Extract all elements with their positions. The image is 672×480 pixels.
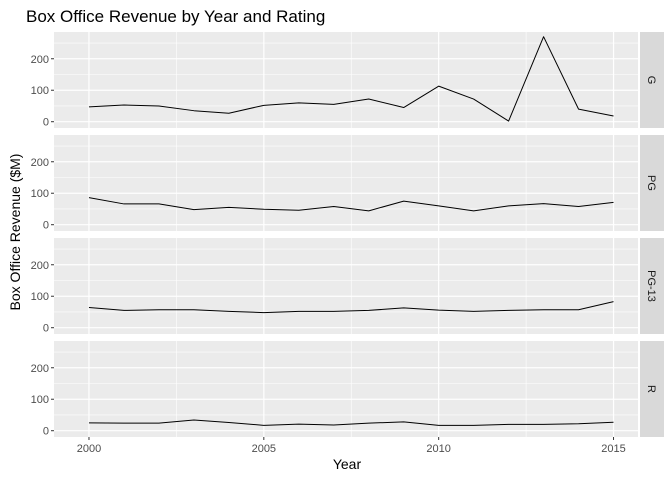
x-axis-title: Year <box>333 456 362 472</box>
x-tick-label: 2000 <box>77 443 101 455</box>
y-axis-title: Box Office Revenue ($M) <box>7 154 23 311</box>
panel-background <box>54 32 638 128</box>
y-tick-label: 100 <box>31 291 49 303</box>
y-tick-label: 200 <box>31 54 49 66</box>
panel-background <box>54 341 638 437</box>
y-tick-label: 0 <box>43 426 49 438</box>
x-tick-label: 2005 <box>252 443 276 455</box>
series-line-r <box>88 419 614 426</box>
series-line-g <box>88 36 614 122</box>
panel-background <box>54 238 638 334</box>
facet-panel-pg: 0 100 200 PG <box>31 135 664 232</box>
facet-strip-label: PG <box>645 175 657 191</box>
x-tick-label: 2010 <box>426 443 450 455</box>
panel-background <box>54 135 638 231</box>
chart-title: Box Office Revenue by Year and Rating <box>26 7 325 26</box>
facet-strip-label: G <box>645 76 657 85</box>
y-tick-label: 100 <box>31 394 49 406</box>
facet-strip-label: R <box>645 385 657 393</box>
y-tick-label: 200 <box>31 157 49 169</box>
facet-panels: 0 100 200 G 0 100 200 PG 0 100 200 PG-13 0 100 200 R <box>31 32 664 438</box>
y-tick-label: 200 <box>31 260 49 272</box>
facet-strip-label: PG-13 <box>645 270 657 302</box>
y-tick-label: 100 <box>31 85 49 97</box>
y-tick-label: 0 <box>43 117 49 129</box>
x-axis: 2000 2005 2010 2015 <box>77 437 626 455</box>
facet-strip <box>640 135 664 231</box>
y-tick-label: 100 <box>31 188 49 200</box>
x-tick-label: 2015 <box>601 443 625 455</box>
facet-panel-g: 0 100 200 G <box>31 32 664 129</box>
y-tick-label: 200 <box>31 363 49 375</box>
facet-panel-r: 0 100 200 R <box>31 341 664 438</box>
series-line-pg-13 <box>88 301 614 314</box>
y-tick-label: 0 <box>43 323 49 335</box>
y-tick-label: 0 <box>43 220 49 232</box>
facet-strip <box>640 32 664 128</box>
facet-strip <box>640 238 664 334</box>
facet-panel-pg-13: 0 100 200 PG-13 <box>31 238 664 335</box>
series-line-pg <box>88 197 614 212</box>
facet-strip <box>640 341 664 437</box>
